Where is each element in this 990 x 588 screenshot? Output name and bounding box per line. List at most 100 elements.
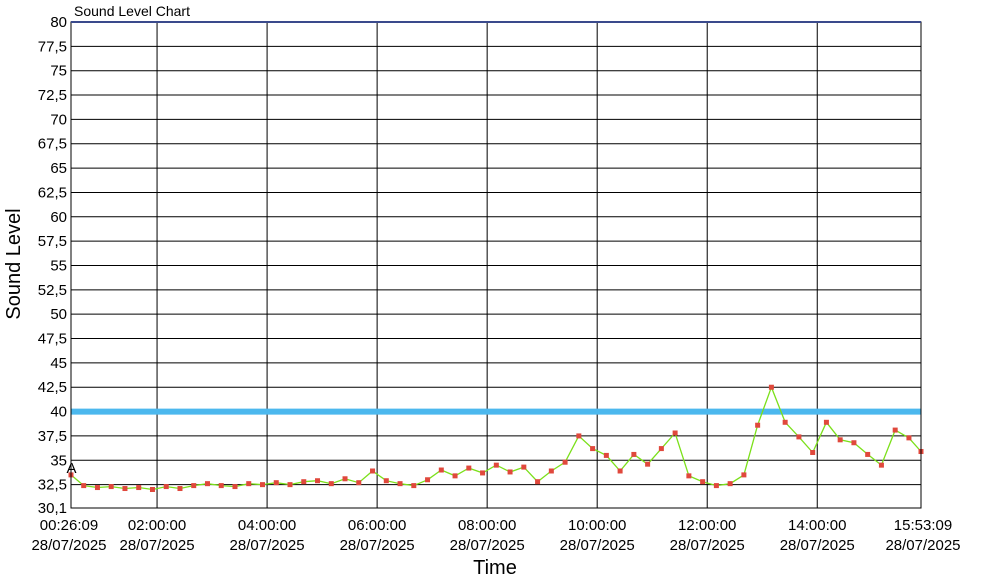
data-point — [163, 484, 169, 490]
data-point — [768, 384, 774, 390]
x-tick-labels: 00:26:09 28/07/2025 02:00:00 28/07/2025 04:0… — [31, 517, 960, 554]
y-tick-label: 75 — [50, 63, 67, 80]
x-tick-time: 08:00:00 — [458, 517, 516, 534]
y-tick-label: 30,1 — [38, 500, 67, 517]
y-tick-label: 40 — [50, 404, 67, 421]
y-tick-label: 35 — [50, 452, 67, 469]
x-tick-date: 28/07/2025 — [230, 537, 305, 554]
data-point — [246, 481, 252, 487]
data-point — [796, 434, 802, 440]
x-tick-time: 14:00:00 — [788, 517, 846, 534]
data-point — [713, 483, 719, 489]
x-tick-date: 28/07/2025 — [31, 537, 106, 554]
x-tick-date: 28/07/2025 — [120, 537, 195, 554]
y-tick-labels: 30,1 32,5 35 37,5 40 42,5 45 47,5 50 52,5 55 57,5 60… — [38, 14, 67, 517]
plot-frame — [70, 21, 922, 509]
y-tick-label: 77,5 — [38, 38, 67, 55]
data-point — [548, 468, 554, 474]
x-tick-time: 15:53:09 — [894, 517, 952, 534]
x-tick-date: 28/07/2025 — [450, 537, 525, 554]
data-point — [370, 468, 376, 474]
data-point — [342, 476, 348, 482]
x-tick-date: 28/07/2025 — [670, 537, 745, 554]
y-tick-label: 67,5 — [38, 136, 67, 153]
data-point — [356, 480, 362, 486]
x-tick-time: 06:00:00 — [348, 517, 406, 534]
data-point — [672, 430, 678, 436]
y-tick-label: 57,5 — [38, 233, 67, 250]
y-tick-label: 45 — [50, 355, 67, 372]
x-tick-date: 28/07/2025 — [340, 537, 415, 554]
data-point — [411, 483, 417, 489]
annotation-label: A — [67, 460, 77, 477]
x-tick-time: 02:00:00 — [128, 517, 186, 534]
data-point — [686, 473, 692, 479]
data-point — [603, 452, 609, 458]
y-tick-label: 55 — [50, 257, 67, 274]
data-point — [535, 479, 541, 485]
data-point — [273, 480, 279, 486]
data-point — [94, 485, 100, 491]
data-point — [122, 486, 128, 492]
data-point — [466, 465, 472, 471]
y-tick-label: 65 — [50, 160, 67, 177]
data-point — [136, 485, 142, 491]
y-tick-label: 42,5 — [38, 379, 67, 396]
y-tick-label: 70 — [50, 111, 67, 128]
data-point — [383, 478, 389, 484]
data-point — [177, 486, 183, 492]
data-point — [452, 473, 458, 479]
x-tick-date: 28/07/2025 — [780, 537, 855, 554]
data-point — [328, 481, 334, 487]
data-point — [741, 472, 747, 478]
chart-title: Sound Level Chart — [74, 3, 190, 19]
data-point — [562, 459, 568, 465]
marker-group — [68, 384, 924, 492]
data-point — [851, 440, 857, 446]
data-point — [315, 478, 321, 484]
y-tick-label: 37,5 — [38, 428, 67, 445]
data-point — [782, 419, 788, 425]
y-tick-label: 47,5 — [38, 331, 67, 348]
x-tick-time: 04:00:00 — [238, 517, 296, 534]
data-point — [493, 462, 499, 468]
data-point — [287, 482, 293, 488]
y-tick-label: 60 — [50, 209, 67, 226]
y-tick-label: 80 — [50, 14, 67, 31]
data-point — [108, 484, 114, 490]
data-point — [617, 468, 623, 474]
data-point — [576, 433, 582, 439]
data-point — [823, 419, 829, 425]
x-tick-date: 28/07/2025 — [885, 537, 960, 554]
data-point — [204, 481, 210, 487]
data-point — [480, 470, 486, 476]
grid — [70, 21, 922, 509]
data-point — [865, 451, 871, 457]
y-tick-label: 50 — [50, 306, 67, 323]
data-point — [631, 451, 637, 457]
y-axis-title: Sound Level — [3, 208, 25, 319]
annotation-group: A — [67, 460, 77, 477]
data-point — [590, 446, 596, 452]
y-tick-label: 32,5 — [38, 477, 67, 494]
x-tick-time: 10:00:00 — [568, 517, 626, 534]
data-point — [425, 477, 431, 483]
data-point — [232, 484, 238, 490]
data-point — [507, 469, 513, 475]
data-point — [892, 427, 898, 433]
x-axis-title: Time — [473, 557, 517, 579]
data-point — [218, 483, 224, 489]
data-point — [438, 467, 444, 473]
data-point — [301, 479, 307, 485]
data-point — [878, 462, 884, 468]
data-point — [755, 422, 761, 428]
y-tick-label: 62,5 — [38, 184, 67, 201]
x-tick-time: 00:26:09 — [40, 517, 98, 534]
data-point — [727, 481, 733, 487]
data-point — [645, 461, 651, 467]
y-tick-label: 72,5 — [38, 87, 67, 104]
y-tick-label: 52,5 — [38, 282, 67, 299]
data-point — [658, 446, 664, 452]
